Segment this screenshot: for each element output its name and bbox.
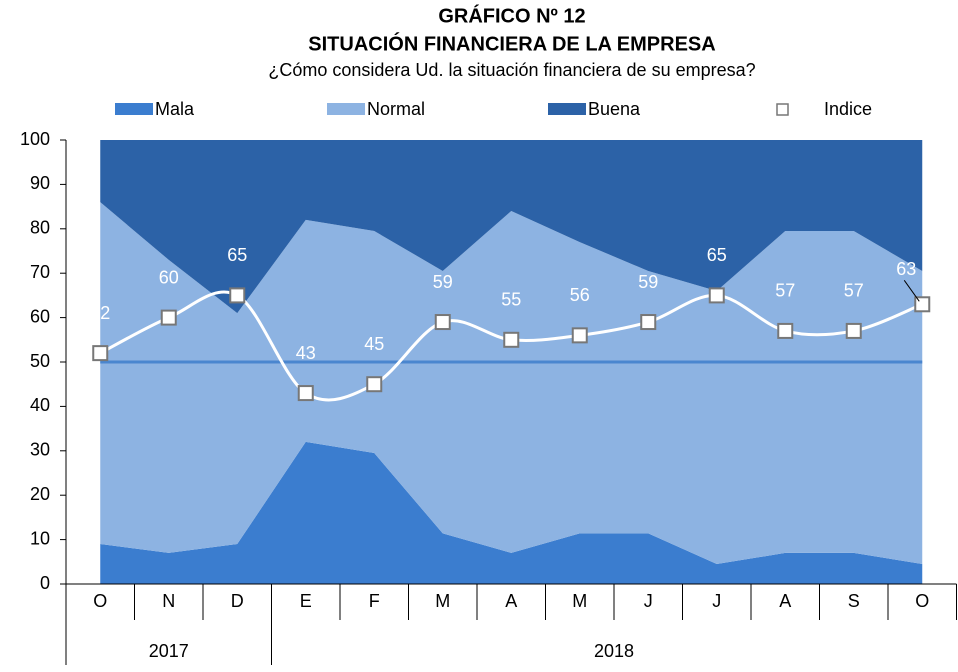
y-tick-label: 90 [30,173,50,193]
x-tick-label: A [779,591,791,611]
index-marker [571,327,588,344]
legend-swatch [327,103,365,115]
data-label: 45 [364,334,384,354]
data-label: 60 [159,267,179,287]
legend-label: Mala [155,99,195,119]
legend-marker [776,103,789,116]
index-marker [503,331,520,348]
index-marker [777,322,794,339]
index-marker [366,376,383,393]
area [100,140,923,314]
data-label: 63 [896,259,916,279]
group-label: 2018 [594,641,634,661]
y-tick-label: 100 [20,129,50,149]
y-tick-label: 30 [30,440,50,460]
x-tick-label: O [93,591,107,611]
x-tick-label: J [644,591,653,611]
data-label: 65 [707,245,727,265]
x-tick-label: F [369,591,380,611]
x-tick-label: O [915,591,929,611]
legend-label: Indice [824,99,872,119]
data-label: 57 [775,281,795,301]
data-label: 56 [570,285,590,305]
x-tick-label: J [712,591,721,611]
x-tick-label: E [300,591,312,611]
data-label: 55 [501,290,521,310]
data-label: 43 [296,343,316,363]
index-marker [434,314,451,331]
index-marker [297,385,314,402]
chart-subtitle: SITUACIÓN FINANCIERA DE LA EMPRESA [308,31,715,55]
legend-label: Normal [367,99,425,119]
y-tick-label: 20 [30,484,50,504]
legend-swatch [115,103,153,115]
label-leader [903,279,920,302]
x-tick-label: M [435,591,450,611]
data-label: 65 [227,245,247,265]
y-tick-label: 80 [30,218,50,238]
y-tick-label: 10 [30,528,50,548]
chart-question: ¿Cómo considera Ud. la situación financi… [268,60,755,80]
data-label: 57 [844,281,864,301]
x-tick-label: A [505,591,517,611]
index-marker [640,314,657,331]
data-label: 59 [433,272,453,292]
chart-title: GRÁFICO Nº 12 [438,4,585,27]
data-label: 52 [90,303,110,323]
x-tick-label: D [231,591,244,611]
y-tick-label: 50 [30,351,50,371]
y-tick-label: 70 [30,262,50,282]
legend-swatch [548,103,586,115]
index-marker [229,287,246,304]
y-tick-label: 60 [30,306,50,326]
y-tick-label: 0 [40,573,50,593]
group-label: 2017 [149,641,189,661]
index-marker [160,309,177,326]
x-tick-label: S [848,591,860,611]
data-label: 59 [638,272,658,292]
area [100,441,923,584]
legend-label: Buena [588,99,641,119]
x-tick-label: N [162,591,175,611]
x-tick-label: M [572,591,587,611]
index-marker [708,287,725,304]
index-marker [845,322,862,339]
y-tick-label: 40 [30,395,50,415]
index-marker [92,345,109,362]
